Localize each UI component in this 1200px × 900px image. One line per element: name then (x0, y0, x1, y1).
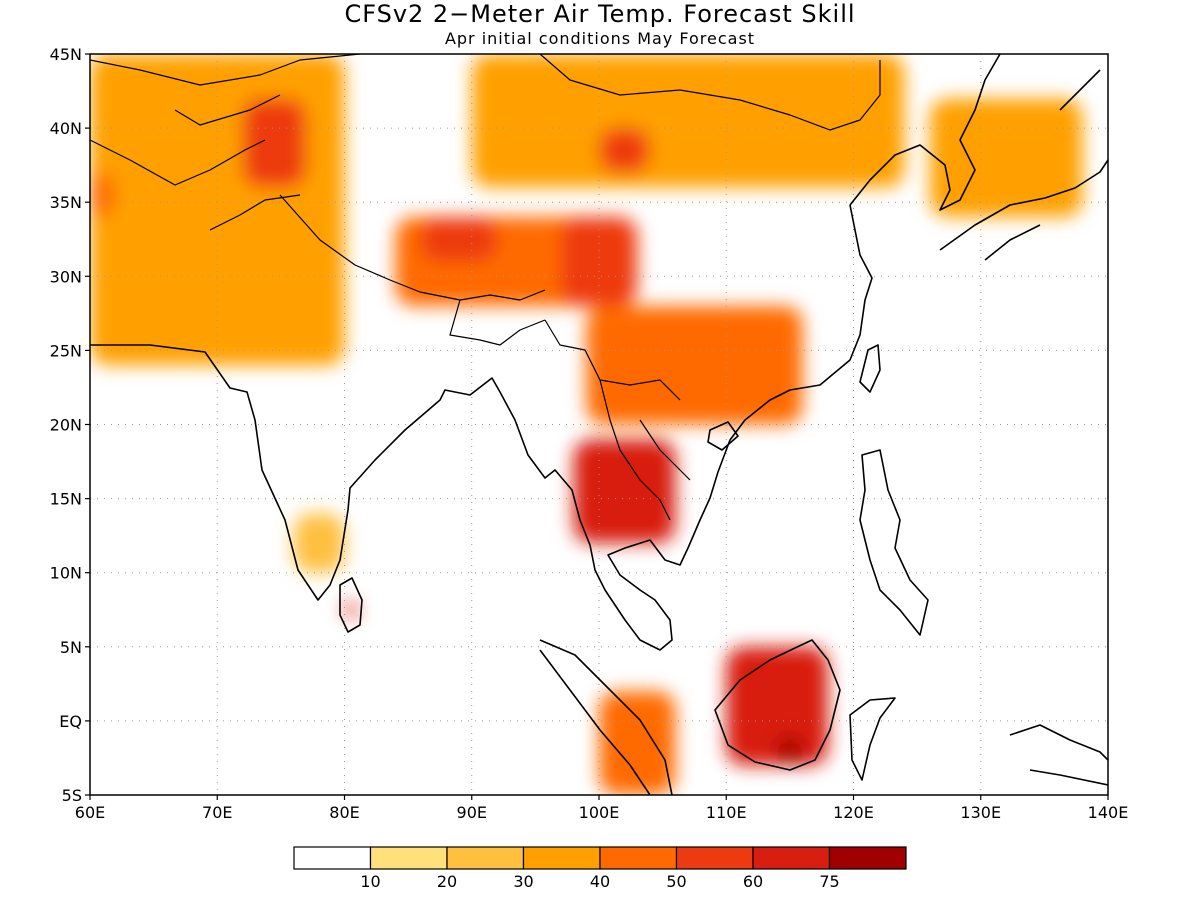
sumatra-coastline (539, 639, 673, 795)
taiwan-coastline (859, 344, 881, 393)
lat-label: 35N (50, 193, 82, 212)
colorbar-swatch (522, 846, 601, 870)
skill-region-central-asia-west (90, 54, 345, 366)
colorbar-label: 60 (743, 872, 763, 891)
lat-label: 40N (50, 119, 82, 138)
borneo-coastline (714, 639, 841, 771)
lon-label: 130E (960, 803, 1001, 822)
new-guinea-coastline (1009, 724, 1108, 786)
colorbar-label: 50 (666, 872, 686, 891)
lon-label: 100E (579, 803, 620, 822)
skill-region-mongolia-core (599, 128, 650, 173)
colorbar: 10 20 30 40 50 60 75 (293, 846, 907, 891)
lon-label: 110E (706, 803, 747, 822)
skill-region-south-india (293, 513, 345, 573)
lat-label: 25N (50, 341, 82, 360)
china-northeast-coastline (849, 54, 1001, 211)
lat-label: 30N (50, 267, 82, 286)
skill-region-korea-japan (929, 98, 1083, 218)
lat-label: 45N (50, 45, 82, 64)
colorbar-swatch (828, 846, 907, 870)
skill-region-north-china (471, 54, 905, 188)
colorbar-swatch (369, 846, 448, 870)
lon-label: 70E (202, 803, 232, 822)
colorbar-swatch (293, 846, 372, 870)
skill-region-borneo (726, 646, 829, 766)
lat-label: 5S (62, 786, 82, 805)
skill-region-sichuan-yunnan (560, 217, 638, 306)
philippines-coastline (859, 449, 929, 636)
lat-label: EQ (59, 712, 82, 731)
skill-region-sri-lanka (344, 602, 358, 618)
axis-labels: 60E 70E 80E 90E 100E 110E 120E 130E 140E 45N 40N 35… (50, 45, 1129, 822)
lat-label: 15N (50, 490, 82, 509)
lat-label: 10N (50, 564, 82, 583)
map-subtitle: Apr initial conditions May Forecast (444, 29, 756, 48)
lon-label: 140E (1088, 803, 1129, 822)
skill-region-iran-core (90, 172, 116, 218)
skill-region-indochina (573, 439, 676, 544)
japan-coastline (939, 69, 1108, 261)
hainan-coastline (707, 421, 739, 451)
colorbar-swatch (599, 846, 678, 870)
lat-label: 5N (60, 638, 82, 657)
coastlines (90, 54, 1108, 795)
skill-shading (90, 54, 1083, 795)
colorbar-label: 20 (437, 872, 457, 891)
mainland-sea-coastline (499, 204, 873, 651)
colorbar-label: 30 (513, 872, 533, 891)
skill-region-tibet-core (420, 217, 498, 262)
lon-label: 60E (75, 803, 105, 822)
sulawesi-coastline (849, 697, 896, 781)
sri-lanka-coastline (339, 577, 363, 633)
colorbar-swatch (446, 846, 525, 870)
lon-label: 80E (329, 803, 359, 822)
colorbar-label: 10 (360, 872, 380, 891)
skill-region-south-china (586, 305, 803, 425)
colorbar-swatch (752, 846, 831, 870)
lon-label: 90E (457, 803, 487, 822)
map-title: CFSv2 2−Meter Air Temp. Forecast Skill (344, 0, 856, 28)
colorbar-swatch (675, 846, 754, 870)
skill-region-borneo-core (777, 735, 803, 766)
lon-label: 120E (833, 803, 874, 822)
skill-region-tajikistan-core (242, 98, 307, 188)
country-borders (90, 54, 881, 521)
colorbar-label: 40 (590, 872, 610, 891)
lat-label: 20N (50, 416, 82, 435)
colorbar-label: 75 (819, 872, 839, 891)
skill-region-sumatra (599, 691, 676, 795)
india-coastline (90, 344, 501, 601)
